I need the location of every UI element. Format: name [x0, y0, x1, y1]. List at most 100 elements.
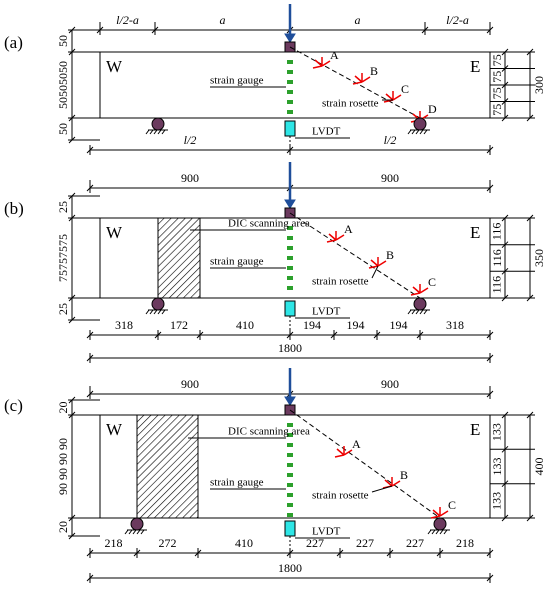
lvdt: [284, 300, 296, 317]
left-dim: 25: [56, 303, 70, 315]
dic-area: [157, 217, 201, 299]
left-dim: 75757575: [56, 234, 70, 282]
rosette-label: strain rosette: [312, 276, 369, 288]
line: [371, 485, 393, 493]
top-dim: 900: [181, 377, 199, 391]
line: [124, 529, 129, 535]
rosette: [314, 59, 323, 67]
strain-gauge: [287, 423, 293, 427]
top-dim: 900: [381, 377, 399, 391]
east-label: E: [470, 223, 480, 242]
line: [289, 212, 421, 299]
line: [128, 529, 133, 535]
strain-gauge: [287, 286, 293, 290]
line: [145, 129, 150, 135]
line: [411, 309, 416, 315]
support: [151, 297, 165, 311]
gauge-label: strain gauge: [210, 256, 264, 268]
rosette: [336, 448, 345, 456]
line: [153, 309, 158, 315]
line: [439, 529, 444, 535]
rosette: [391, 480, 401, 487]
strain-gauge: [287, 60, 293, 64]
top-dim: l/2-a: [116, 13, 139, 27]
strain-gauge: [287, 256, 293, 260]
line: [526, 514, 534, 522]
rosette: [334, 454, 345, 458]
right-dim: 133: [490, 423, 504, 441]
right-dim: 75: [490, 54, 504, 66]
bottom-dim: 410: [235, 536, 253, 550]
right-dim: 75: [490, 104, 504, 116]
strain-gauge: [287, 276, 293, 280]
line: [157, 129, 162, 135]
rosette: [430, 515, 441, 519]
bottom-dim: 318: [446, 318, 464, 332]
line: [526, 411, 534, 419]
height-dim: 300: [532, 76, 546, 94]
line: [435, 529, 440, 535]
right-dim: 75: [490, 71, 504, 83]
rosette: [412, 286, 421, 294]
right-dim: 116: [490, 249, 504, 267]
bottom-dim: 227: [406, 536, 424, 550]
load-arrowhead: [284, 33, 296, 43]
rosette: [385, 93, 394, 101]
line: [145, 309, 150, 315]
rosette: [368, 265, 379, 269]
rosette: [392, 94, 402, 101]
west-label: W: [106, 420, 123, 439]
bottom-dim: 194: [303, 318, 321, 332]
rosette: [354, 75, 363, 83]
panel-label: (a): [4, 33, 23, 52]
bottom-dim: 227: [306, 536, 324, 550]
strain-gauge: [287, 226, 293, 230]
rosette: [352, 81, 363, 85]
height-dim: 400: [532, 458, 546, 476]
east-label: E: [470, 420, 480, 439]
strain-gauge: [287, 100, 293, 104]
line: [419, 129, 424, 135]
gauge-label: strain gauge: [210, 75, 264, 87]
bottom-dim: 227: [356, 536, 374, 550]
point-label: C: [448, 498, 456, 512]
rosette: [432, 509, 441, 517]
strain-gauge: [287, 453, 293, 457]
strain-gauge: [287, 266, 293, 270]
dic-label: DIC scanning area: [228, 218, 310, 230]
line: [427, 529, 432, 535]
rosette: [439, 510, 449, 517]
point-label: C: [428, 275, 436, 289]
right-dim: 116: [490, 276, 504, 294]
support: [151, 117, 165, 131]
line: [415, 309, 420, 315]
rosette: [335, 234, 345, 241]
bottom-dim: 194: [390, 318, 408, 332]
bottom-dim: l/2: [184, 133, 197, 147]
panel-label: (c): [4, 396, 23, 415]
left-dim: 90 90 90 90: [56, 438, 70, 495]
strain-gauge: [287, 90, 293, 94]
point-label: B: [370, 64, 378, 78]
right-dim: 133: [490, 492, 504, 510]
strain-gauge: [287, 70, 293, 74]
rosette: [377, 260, 387, 267]
top-dim: l/2-a: [446, 13, 469, 27]
right-dim: 75: [490, 87, 504, 99]
top-dim: a: [355, 13, 361, 27]
rosette-label: strain rosette: [312, 490, 369, 502]
support: [130, 517, 144, 531]
bottom-dim: 172: [170, 318, 188, 332]
line: [153, 129, 158, 135]
rosette: [312, 65, 323, 69]
line: [431, 529, 436, 535]
line: [289, 46, 421, 119]
line: [140, 529, 145, 535]
line: [149, 309, 154, 315]
strain-gauge: [287, 443, 293, 447]
strain-gauge: [287, 80, 293, 84]
lvdt-label: LVDT: [312, 526, 341, 538]
left-dim: 50505050: [56, 61, 70, 109]
line: [407, 309, 412, 315]
line: [157, 309, 162, 315]
